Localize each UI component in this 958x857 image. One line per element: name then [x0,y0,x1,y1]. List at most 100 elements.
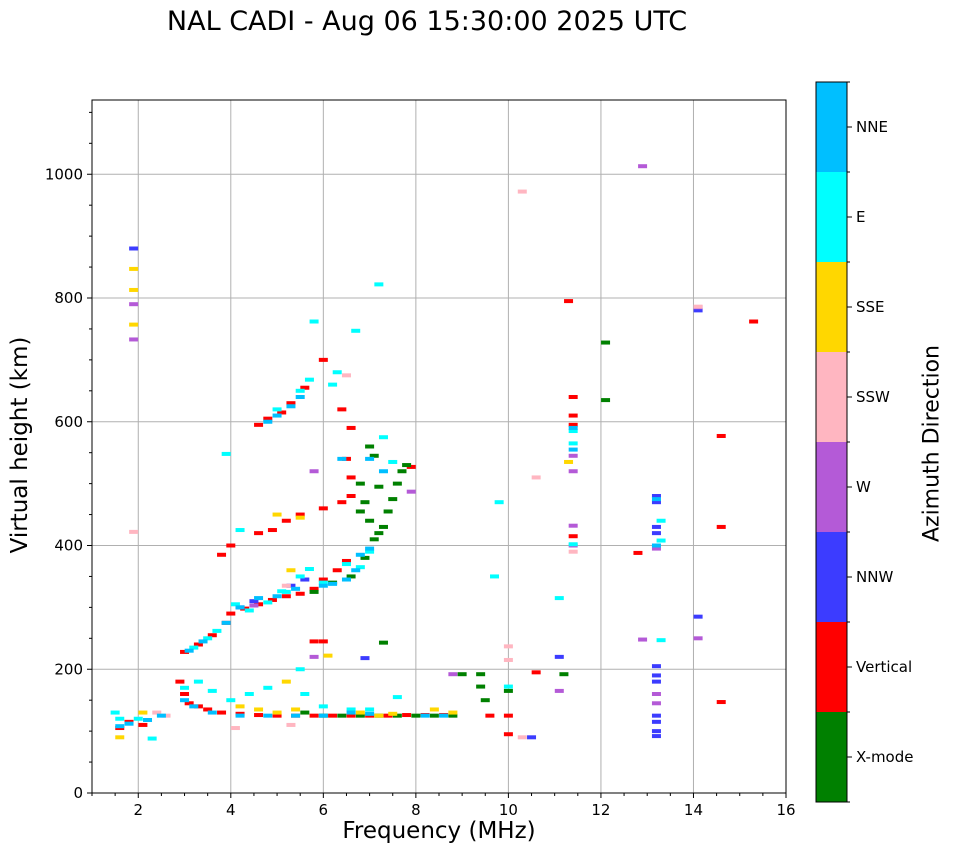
data-point-e [304,377,314,382]
data-point-x-mode [383,509,393,514]
data-point-w [309,654,319,659]
colorbar-segment [816,172,847,262]
data-point-ssw [230,726,240,731]
data-point-e [281,589,291,594]
data-point-vertical [568,422,578,427]
data-point-x-mode [355,713,365,718]
x-tick-label: 14 [684,801,703,819]
data-point-nne [346,710,356,715]
data-point-e [263,685,273,690]
data-point-w [554,688,564,693]
data-point-e [494,500,504,505]
data-point-nnw [693,614,703,619]
data-point-x-mode [397,469,407,474]
data-point-vertical [217,552,227,557]
data-point-vertical [263,416,273,421]
data-point-vertical [633,550,643,555]
data-point-nne [198,639,208,644]
data-point-vertical [531,670,541,675]
data-point-nnw [554,654,564,659]
plot-grid [92,100,786,793]
data-point-vertical [749,319,759,324]
data-point-sse [129,266,139,271]
data-point-x-mode [429,713,439,718]
data-point-vertical [226,611,236,616]
data-point-e [221,451,231,456]
data-point-ssw [152,710,162,715]
data-point-nne [365,711,375,716]
data-point-nne [291,713,301,718]
data-point-vertical [328,713,338,718]
colorbar-label-vertical: Vertical [856,658,912,676]
data-point-e [272,407,282,412]
colorbar-segment [816,82,847,172]
colorbar-label: Azimuth Direction [919,344,945,543]
data-point-sse [448,710,458,715]
data-point-w [129,337,139,342]
data-point-w [406,489,416,494]
colorbar-label-nne: NNE [856,118,888,136]
colorbar-label-ssw: SSW [856,388,890,406]
data-point-e [193,679,203,684]
data-point-vertical [300,385,310,390]
data-point-nnw [300,577,310,582]
data-point-vertical [485,713,495,718]
y-tick-label: 200 [54,660,83,678]
data-point-vertical [286,401,296,406]
data-point-vertical [277,410,287,415]
data-point-nne [365,546,375,551]
data-point-nne [235,605,245,610]
data-point-e [235,528,245,533]
data-point-nne [272,413,282,418]
data-point-ssw [568,549,578,554]
data-point-e [318,580,328,585]
colorbar-frame [815,81,848,803]
data-point-nne [568,447,578,452]
data-point-e [295,667,305,672]
data-point-vertical [568,534,578,539]
data-point-vertical [346,494,356,498]
data-point-vertical [281,594,291,599]
data-point-vertical [254,422,264,427]
data-point-x-mode [300,710,310,715]
data-point-vertical [254,602,264,607]
data-point-vertical [503,732,513,737]
data-point-e [295,388,305,393]
data-point-w [129,302,139,307]
data-point-vertical [309,586,319,591]
data-point-vertical [175,679,185,684]
data-point-nne [295,395,305,399]
data-point-e [133,716,143,721]
data-point-nne [337,456,347,461]
data-point-nne [263,419,273,424]
data-point-vertical [254,713,264,718]
data-point-sse [355,710,365,715]
data-point-nnw [651,664,661,669]
data-point-nne [180,698,190,703]
data-point-vertical [716,433,726,438]
colorbar: X-mode Vertical NNW W SSW SSE E NNE [815,81,913,803]
data-point-ssw [161,713,171,718]
data-point-nne [568,425,578,430]
data-point-x-mode [601,398,611,403]
data-point-x-mode [355,509,365,514]
data-point-nne [143,717,153,722]
data-point-x-mode [480,698,490,703]
x-tick-label: 10 [499,801,518,819]
data-point-nne [286,404,296,409]
data-point-x-mode [355,481,365,486]
data-point-vertical [295,591,305,596]
data-point-w [568,453,578,458]
data-point-nne [272,594,282,599]
data-point-nnw [286,583,296,588]
data-point-e [656,538,666,543]
colorbar-segment [816,712,847,802]
data-point-x-mode [369,453,379,458]
data-point-vertical [309,639,319,644]
plot-points [110,164,759,741]
data-point-e [568,441,578,446]
data-point-vertical [318,357,328,362]
data-point-x-mode [476,684,486,689]
data-point-vertical [318,577,328,582]
data-point-e [110,710,120,715]
